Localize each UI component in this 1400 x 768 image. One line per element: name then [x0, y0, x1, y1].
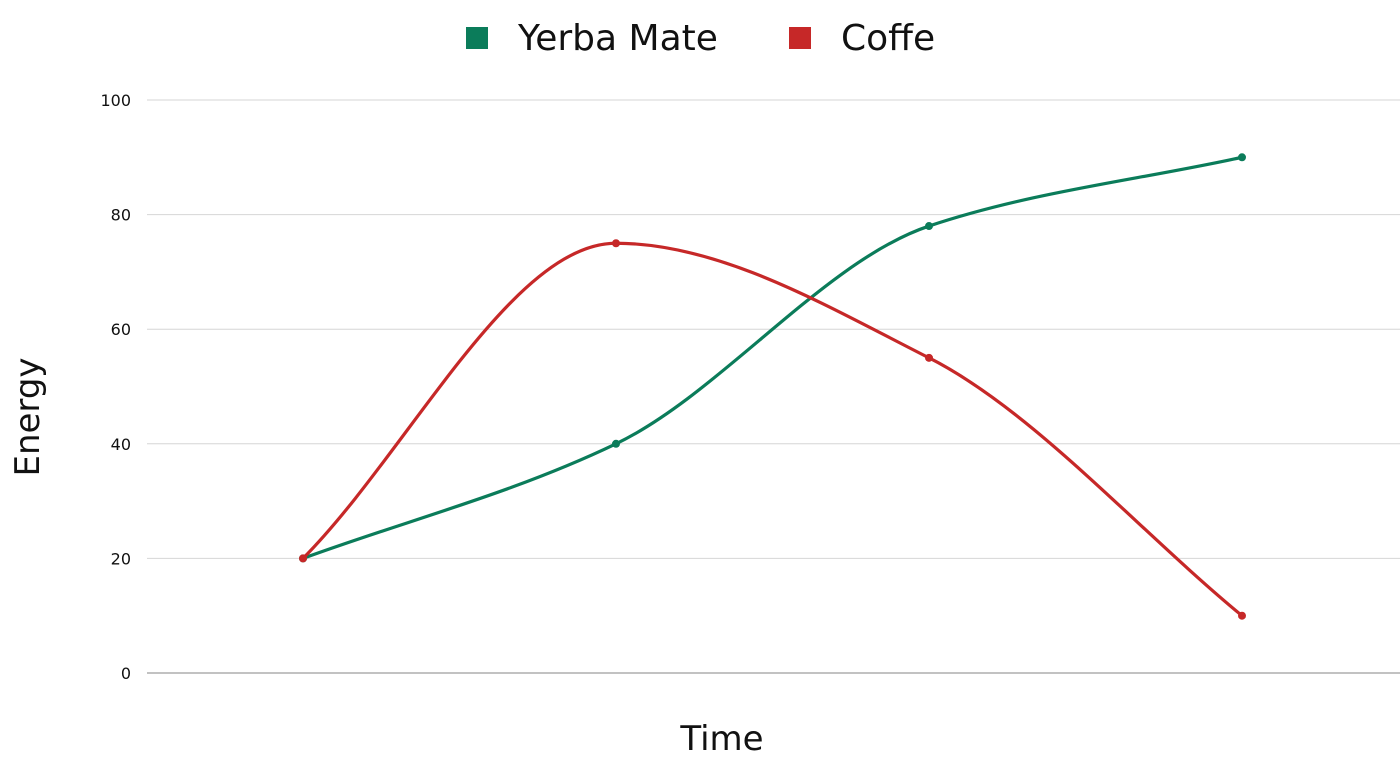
y-tick-label: 0	[121, 664, 131, 683]
legend-item[interactable]: Yerba Mate	[466, 18, 718, 59]
data-point	[925, 353, 933, 362]
data-point	[925, 222, 933, 231]
y-tick-label: 60	[111, 320, 131, 339]
data-point	[612, 239, 620, 248]
legend-label: Yerba Mate	[517, 18, 718, 59]
legend: Yerba Mate Coffe	[466, 18, 935, 59]
data-point	[1238, 153, 1246, 162]
y-tick-label: 40	[111, 435, 131, 454]
y-tick-label: 100	[100, 91, 131, 110]
legend-swatch	[789, 27, 811, 49]
series-1	[299, 153, 1246, 563]
series-2	[299, 239, 1246, 620]
x-axis-title: Time	[679, 719, 763, 759]
legend-item[interactable]: Coffe	[789, 18, 935, 59]
data-point	[299, 554, 307, 563]
series-layer	[299, 153, 1246, 620]
y-axis-ticks: 0 20 40 60 80 100	[100, 91, 131, 683]
data-point	[1238, 611, 1246, 620]
y-tick-label: 20	[111, 549, 131, 568]
series-line	[301, 241, 1244, 618]
y-axis-title: Energy	[8, 357, 48, 476]
legend-swatch	[466, 27, 488, 49]
y-tick-label: 80	[111, 206, 131, 225]
series-line	[301, 155, 1244, 560]
data-point	[612, 439, 620, 448]
legend-label: Coffe	[841, 18, 935, 59]
